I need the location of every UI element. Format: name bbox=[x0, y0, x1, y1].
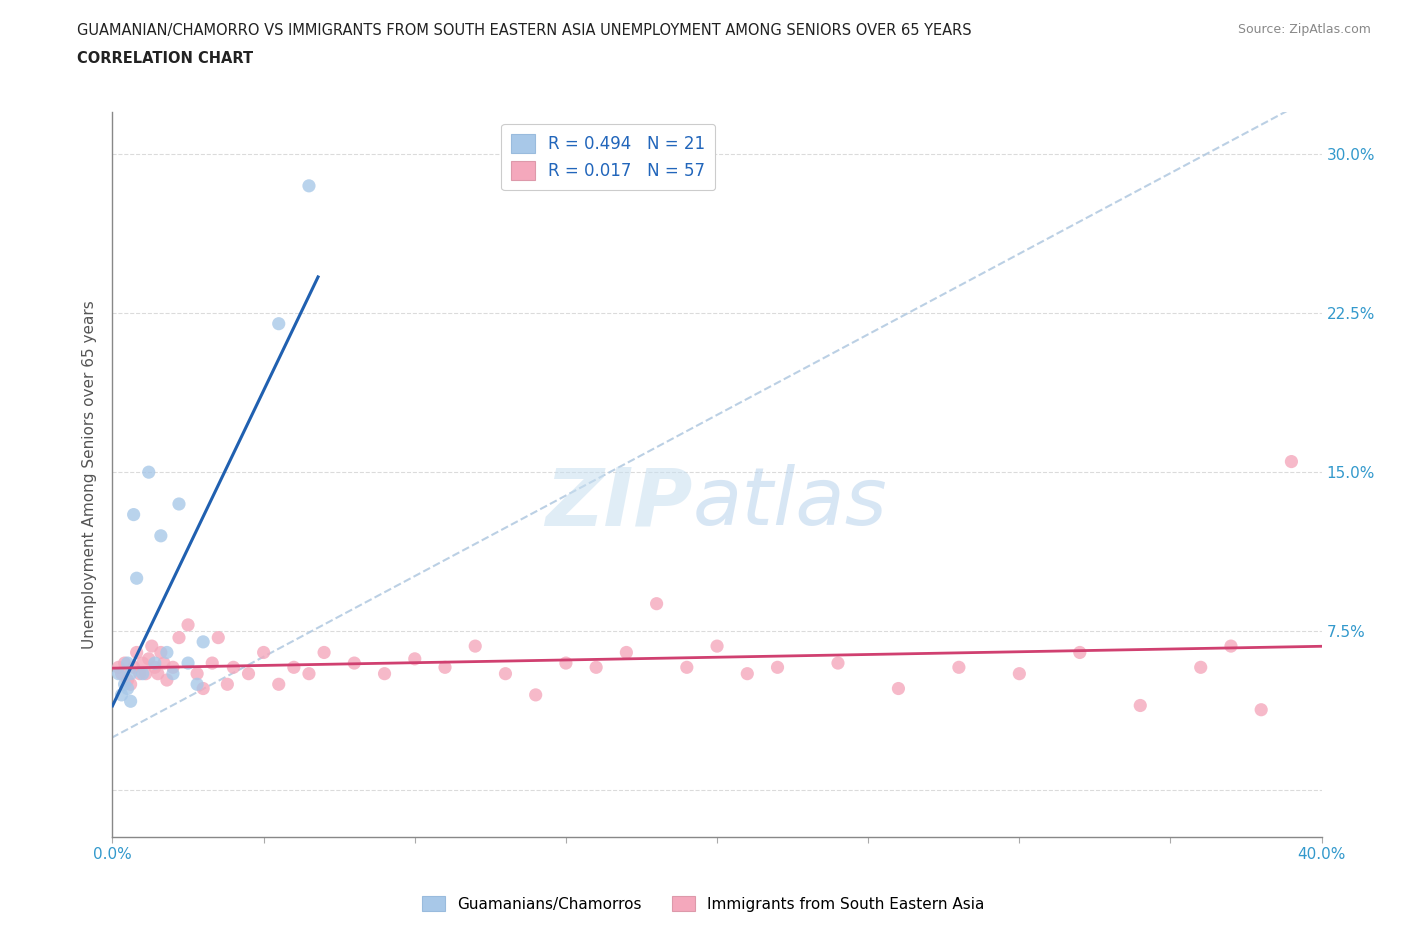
Point bbox=[122, 660, 145, 675]
Point bbox=[167, 497, 190, 512]
Point bbox=[222, 660, 245, 675]
Point bbox=[167, 631, 190, 645]
Point bbox=[120, 694, 142, 709]
Point bbox=[143, 656, 166, 671]
Point bbox=[132, 656, 155, 671]
Point bbox=[149, 528, 172, 543]
Point bbox=[374, 666, 396, 681]
Point bbox=[186, 666, 208, 681]
Point bbox=[122, 507, 145, 522]
Legend: Guamanians/Chamorros, Immigrants from South Eastern Asia: Guamanians/Chamorros, Immigrants from So… bbox=[416, 889, 990, 918]
Point bbox=[114, 677, 136, 692]
Point bbox=[554, 656, 576, 671]
Text: atlas: atlas bbox=[693, 464, 887, 542]
Point bbox=[120, 666, 142, 681]
Point bbox=[675, 660, 697, 675]
Point bbox=[191, 634, 214, 649]
Point bbox=[766, 660, 789, 675]
Point bbox=[1129, 698, 1152, 713]
Point bbox=[404, 651, 426, 666]
Point bbox=[125, 571, 148, 586]
Point bbox=[1069, 645, 1091, 660]
Point bbox=[737, 666, 759, 681]
Point bbox=[135, 666, 157, 681]
Text: CORRELATION CHART: CORRELATION CHART bbox=[77, 51, 253, 66]
Point bbox=[138, 651, 160, 666]
Point bbox=[138, 465, 160, 480]
Point bbox=[156, 645, 179, 660]
Point bbox=[283, 660, 305, 675]
Point bbox=[238, 666, 260, 681]
Point bbox=[141, 639, 163, 654]
Point bbox=[267, 677, 290, 692]
Point bbox=[464, 639, 486, 654]
Point bbox=[706, 639, 728, 654]
Point bbox=[125, 645, 148, 660]
Point bbox=[948, 660, 970, 675]
Point bbox=[117, 681, 139, 696]
Point bbox=[117, 656, 139, 671]
Point bbox=[1279, 454, 1302, 469]
Point bbox=[162, 666, 184, 681]
Legend: R = 0.494   N = 21, R = 0.017   N = 57: R = 0.494 N = 21, R = 0.017 N = 57 bbox=[502, 124, 716, 191]
Text: ZIP: ZIP bbox=[546, 464, 693, 542]
Point bbox=[201, 656, 224, 671]
Point bbox=[495, 666, 517, 681]
Point bbox=[162, 660, 184, 675]
Y-axis label: Unemployment Among Seniors over 65 years: Unemployment Among Seniors over 65 years bbox=[82, 300, 97, 649]
Point bbox=[827, 656, 849, 671]
Point bbox=[314, 645, 336, 660]
Point bbox=[114, 656, 136, 671]
Point bbox=[191, 681, 214, 696]
Point bbox=[1220, 639, 1243, 654]
Point bbox=[524, 687, 547, 702]
Point bbox=[153, 656, 176, 671]
Point bbox=[645, 596, 668, 611]
Text: Source: ZipAtlas.com: Source: ZipAtlas.com bbox=[1237, 23, 1371, 36]
Point bbox=[143, 660, 166, 675]
Point bbox=[1008, 666, 1031, 681]
Point bbox=[128, 666, 150, 681]
Point bbox=[298, 666, 321, 681]
Point bbox=[585, 660, 607, 675]
Point bbox=[107, 666, 129, 681]
Point bbox=[267, 316, 290, 331]
Point bbox=[149, 645, 172, 660]
Point bbox=[177, 618, 200, 632]
Point bbox=[616, 645, 638, 660]
Point bbox=[186, 677, 208, 692]
Point bbox=[110, 666, 132, 681]
Point bbox=[146, 666, 169, 681]
Point bbox=[207, 631, 229, 645]
Point bbox=[132, 666, 155, 681]
Point bbox=[217, 677, 239, 692]
Point bbox=[343, 656, 366, 671]
Point bbox=[107, 660, 129, 675]
Point bbox=[156, 672, 179, 687]
Point bbox=[110, 687, 132, 702]
Point bbox=[253, 645, 276, 660]
Point bbox=[120, 677, 142, 692]
Point bbox=[1250, 702, 1272, 717]
Point bbox=[887, 681, 910, 696]
Point bbox=[1189, 660, 1212, 675]
Point bbox=[117, 672, 139, 687]
Point bbox=[433, 660, 456, 675]
Point bbox=[177, 656, 200, 671]
Point bbox=[298, 179, 321, 193]
Text: GUAMANIAN/CHAMORRO VS IMMIGRANTS FROM SOUTH EASTERN ASIA UNEMPLOYMENT AMONG SENI: GUAMANIAN/CHAMORRO VS IMMIGRANTS FROM SO… bbox=[77, 23, 972, 38]
